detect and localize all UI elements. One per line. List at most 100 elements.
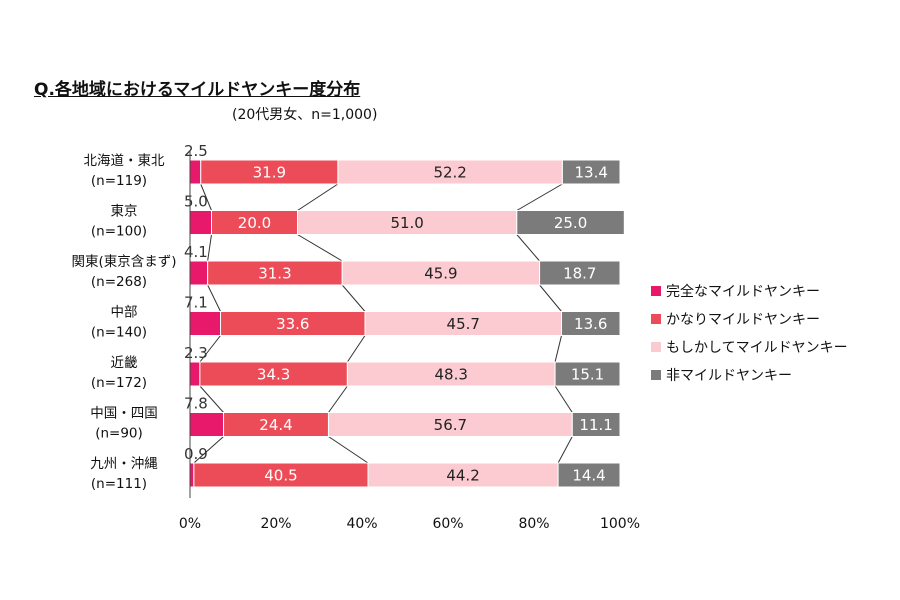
x-tick-label: 100% bbox=[600, 516, 640, 532]
category-n-label: (n=268) bbox=[91, 274, 147, 290]
category-label: 中部 bbox=[111, 305, 138, 321]
data-label: 2.5 bbox=[184, 142, 208, 160]
data-label: 13.4 bbox=[574, 164, 607, 182]
category-label: 東京 bbox=[111, 204, 138, 220]
bar-segment bbox=[200, 159, 339, 185]
data-label: 33.6 bbox=[276, 315, 309, 333]
bar-segment bbox=[327, 412, 573, 437]
category-n-label: (n=100) bbox=[91, 224, 147, 240]
series-connector-line bbox=[207, 234, 212, 262]
data-label: 4.1 bbox=[184, 243, 208, 261]
series-connector-line bbox=[193, 436, 224, 464]
category-label: 関東(東京含まず) bbox=[71, 254, 176, 270]
chart-subtitle: (20代男女、n=1,000) bbox=[232, 107, 378, 123]
data-label: 52.2 bbox=[433, 164, 466, 182]
legend-swatch bbox=[651, 370, 661, 380]
bar-segment bbox=[189, 159, 202, 185]
data-label: 31.9 bbox=[253, 164, 286, 182]
category-n-label: (n=119) bbox=[91, 173, 147, 189]
x-tick-label: 80% bbox=[518, 516, 549, 532]
category-n-label: (n=111) bbox=[91, 476, 147, 492]
series-connector-line bbox=[346, 335, 366, 363]
bar-segment bbox=[189, 210, 212, 235]
data-label: 34.3 bbox=[257, 366, 290, 384]
series-connector-line bbox=[557, 436, 573, 464]
data-label: 18.7 bbox=[563, 265, 596, 283]
data-label: 25.0 bbox=[554, 214, 587, 232]
bar-segment bbox=[516, 210, 625, 235]
data-label: 40.5 bbox=[264, 467, 297, 485]
data-label: 7.8 bbox=[184, 395, 208, 413]
bar-segment bbox=[189, 311, 222, 336]
bar-segment bbox=[337, 159, 563, 185]
data-label: 45.7 bbox=[447, 315, 480, 333]
series-connector-line bbox=[297, 183, 339, 211]
bar-segment bbox=[367, 462, 559, 488]
legend-label: かなりマイルドヤンキー bbox=[666, 312, 820, 328]
series-connector-line bbox=[199, 335, 221, 363]
bar-segment bbox=[554, 361, 621, 387]
data-label: 24.4 bbox=[259, 416, 292, 434]
series-connector-line bbox=[199, 385, 224, 413]
x-tick-label: 60% bbox=[432, 516, 463, 532]
bar-segment bbox=[189, 412, 225, 437]
bar-segment bbox=[189, 260, 209, 286]
legend-label: もしかしてマイルドヤンキー bbox=[666, 340, 848, 356]
bar-segment bbox=[189, 361, 201, 387]
chart-title: Q.各地域におけるマイルドヤンキー度分布 bbox=[34, 80, 361, 100]
x-tick-label: 0% bbox=[179, 516, 201, 532]
data-label: 13.6 bbox=[574, 315, 607, 333]
category-n-label: (n=140) bbox=[91, 325, 147, 341]
bar-segment bbox=[223, 412, 329, 437]
bar-segment bbox=[220, 311, 366, 336]
series-connector-line bbox=[341, 284, 366, 312]
data-label: 44.2 bbox=[446, 467, 479, 485]
data-label: 20.0 bbox=[238, 214, 271, 232]
legend-label: 完全なマイルドヤンキー bbox=[666, 283, 820, 300]
x-tick-label: 40% bbox=[346, 516, 377, 532]
data-label: 51.0 bbox=[390, 214, 423, 232]
series-connector-line bbox=[539, 284, 562, 312]
data-label: 31.3 bbox=[258, 265, 291, 283]
legend-swatch bbox=[651, 342, 661, 352]
bar-segment bbox=[207, 260, 343, 286]
data-label: 11.1 bbox=[579, 416, 612, 434]
legend-label: 非マイルドヤンキー bbox=[666, 368, 792, 384]
data-label: 0.9 bbox=[184, 445, 208, 463]
category-label: 近畿 bbox=[111, 355, 138, 371]
series-connector-line bbox=[516, 183, 563, 211]
series-connector-line bbox=[200, 183, 212, 211]
bar-segment bbox=[346, 361, 556, 387]
category-n-label: (n=172) bbox=[91, 375, 147, 391]
data-label: 7.1 bbox=[184, 294, 208, 312]
bar-segment bbox=[364, 311, 563, 336]
data-label: 45.9 bbox=[424, 265, 457, 283]
series-connector-line bbox=[207, 284, 221, 312]
data-label: 15.1 bbox=[571, 366, 604, 384]
bar-segment bbox=[571, 412, 621, 437]
bar-segment bbox=[199, 361, 348, 387]
category-label: 九州・沖縄 bbox=[90, 456, 158, 472]
series-connector-line bbox=[328, 436, 369, 464]
bar-segment bbox=[341, 260, 541, 286]
bar-segment bbox=[297, 210, 518, 235]
series-connector-line bbox=[328, 385, 348, 413]
data-label: 14.4 bbox=[572, 467, 605, 485]
series-connector-line bbox=[516, 234, 540, 262]
data-label: 5.0 bbox=[184, 193, 208, 211]
data-label: 56.7 bbox=[434, 416, 467, 434]
legend-swatch bbox=[651, 314, 661, 324]
series-connector-line bbox=[554, 385, 573, 413]
legend-swatch bbox=[651, 286, 661, 296]
category-n-label: (n=90) bbox=[95, 426, 143, 442]
bar-segment bbox=[189, 462, 195, 488]
bar-segment bbox=[561, 311, 621, 336]
bar-segment bbox=[557, 462, 621, 488]
bar-segment bbox=[211, 210, 298, 235]
bar-segment bbox=[539, 260, 621, 286]
series-connector-line bbox=[554, 335, 563, 363]
bar-segment bbox=[561, 159, 621, 185]
data-label: 2.3 bbox=[184, 344, 208, 362]
